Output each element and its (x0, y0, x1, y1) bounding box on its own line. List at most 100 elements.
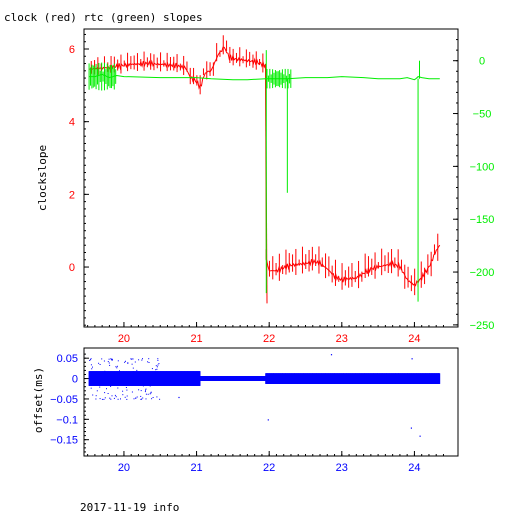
offset-point (110, 385, 112, 387)
offset-point (101, 358, 103, 360)
slopes-x-tick-label: 24 (408, 333, 420, 345)
offset-point (131, 383, 133, 384)
slopes-x-tick-label: 21 (190, 333, 202, 345)
offset-point (116, 367, 118, 369)
offset-point (130, 358, 132, 360)
rtc-series (88, 50, 440, 302)
offset-point (101, 398, 103, 400)
offset-point (111, 359, 113, 360)
offset-point (145, 389, 146, 391)
clock-series (89, 35, 441, 304)
slopes-plot-frame (83, 28, 459, 328)
offset-point (99, 398, 101, 400)
offset-point (111, 395, 113, 397)
offset-point (158, 363, 160, 365)
offset-point (109, 364, 111, 366)
offset-point (125, 387, 127, 388)
offset-point (111, 359, 113, 361)
offset-point (156, 396, 158, 398)
slopes-y-right-tick-label: −150 (470, 214, 495, 226)
slopes-x-tick-label: 20 (118, 333, 130, 345)
slopes-y-right-tick-label: −100 (470, 161, 495, 173)
offset-point (116, 365, 118, 367)
offset-point (120, 379, 122, 381)
slopes-y-left-tick-label: 6 (69, 44, 75, 56)
offset-point (130, 358, 132, 360)
offset-point (104, 397, 106, 399)
offset-point (148, 362, 150, 363)
offset-outlier-point (419, 435, 421, 437)
offset-point (133, 371, 135, 372)
offset-point (113, 371, 115, 373)
offset-point (142, 385, 144, 387)
offset-point (106, 388, 107, 390)
offset-point (117, 360, 119, 362)
offset-point (130, 373, 132, 375)
offset-point (157, 364, 159, 366)
offset-point (99, 364, 101, 365)
slopes-y-right-tick-label: 0 (479, 56, 485, 68)
offset-point (127, 362, 129, 364)
offset-point (150, 392, 152, 394)
slopes-y-right-tick-label: −200 (470, 267, 495, 279)
clock-line (89, 46, 441, 287)
offset-point (89, 359, 91, 361)
offset-point (141, 398, 143, 400)
chart-title: clock (red) rtc (green) slopes (4, 11, 203, 24)
offset-point (111, 359, 113, 361)
offset-point (136, 396, 138, 398)
offset-point (126, 378, 128, 380)
footer-label: 2017-11-19 info (80, 501, 179, 512)
offset-point (155, 384, 157, 386)
offset-point (98, 362, 100, 364)
offset-point (104, 370, 106, 372)
offset-point (155, 369, 157, 371)
offset-x-tick-label: 20 (118, 462, 130, 474)
offset-point (124, 361, 126, 363)
offset-point (140, 398, 142, 400)
offset-point (112, 380, 114, 382)
slopes-y-left-tick-label: 2 (69, 189, 75, 201)
offset-point (147, 361, 149, 363)
offset-point (117, 383, 119, 385)
offset-point (126, 389, 128, 391)
offset-point (117, 379, 119, 381)
offset-point (153, 372, 155, 374)
offset-point (152, 397, 154, 398)
offset-point (157, 359, 159, 361)
offset-point (143, 382, 145, 384)
offset-point (136, 369, 138, 371)
offset-point (92, 394, 94, 396)
slopes-y-right-tick-label: −50 (473, 109, 492, 121)
offset-point (107, 361, 109, 363)
offset-point (89, 360, 91, 361)
offset-y-tick-label: −0.05 (50, 394, 78, 406)
offset-outlier-point (178, 396, 180, 399)
offset-point (151, 368, 153, 370)
offset-point (149, 385, 151, 387)
slopes-y-axis-label: clockslope (36, 145, 49, 211)
offset-point (145, 388, 147, 390)
offset-point (105, 381, 107, 383)
offset-outlier-point (267, 419, 269, 421)
offset-point (138, 359, 140, 361)
offset-point (134, 361, 136, 363)
slopes-y-left-tick-label: 0 (69, 262, 75, 274)
offset-y-tick-label: −0.1 (56, 414, 78, 426)
offset-point (126, 375, 128, 377)
offset-point (135, 397, 137, 399)
offset-point (149, 378, 151, 380)
offset-point (156, 368, 158, 370)
offset-outlier-point (410, 427, 412, 429)
offset-point (105, 382, 107, 384)
offset-point (126, 371, 128, 373)
rtc-line (89, 73, 440, 81)
offset-point (157, 358, 159, 360)
offset-point (132, 367, 134, 369)
offset-point (90, 387, 92, 389)
offset-point (92, 366, 93, 368)
offset-point (138, 389, 140, 391)
offset-point (117, 398, 119, 400)
offset-point (103, 398, 105, 400)
